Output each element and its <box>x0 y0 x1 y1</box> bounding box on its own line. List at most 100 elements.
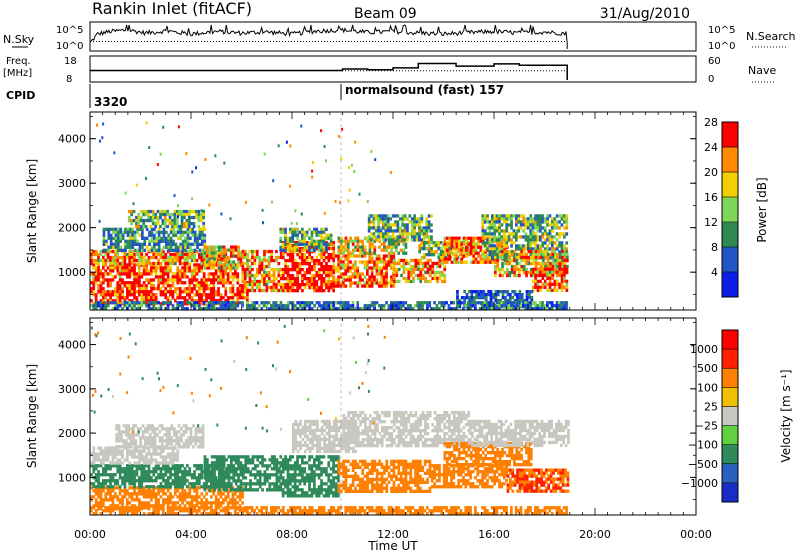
power-cell <box>171 225 174 228</box>
nave-label: Nave <box>748 64 776 77</box>
velocity-cell <box>119 489 122 492</box>
power-cell <box>176 259 179 262</box>
power-cell <box>112 293 115 296</box>
power-cell <box>251 304 254 307</box>
power-cell <box>498 217 501 220</box>
power-cell <box>377 223 380 226</box>
power-cell <box>328 268 331 271</box>
power-cell <box>378 304 381 307</box>
power-cell <box>184 281 187 284</box>
power-cell <box>332 263 335 266</box>
power-cell <box>160 278 163 281</box>
power-cell <box>549 286 552 289</box>
power-cell <box>175 246 178 249</box>
power-cell <box>563 271 566 274</box>
power-cell <box>390 278 393 281</box>
power-cell <box>308 253 311 256</box>
power-cell <box>114 256 117 259</box>
power-cell <box>517 247 520 250</box>
power-cell <box>92 259 95 262</box>
power-cell <box>212 296 215 299</box>
power-cell <box>491 238 494 241</box>
power-cell <box>549 280 552 283</box>
power-cell <box>174 299 177 302</box>
velocity-cell <box>107 473 110 476</box>
power-cell <box>230 246 233 249</box>
power-cell <box>95 304 98 307</box>
power-speck <box>178 125 180 128</box>
power-cell <box>284 289 287 292</box>
power-cell <box>527 241 530 244</box>
power-cell <box>320 304 323 307</box>
power-cell <box>119 266 122 269</box>
power-cell <box>167 272 170 275</box>
power-cell <box>282 231 285 234</box>
power-cell <box>176 219 179 222</box>
power-cell <box>421 229 424 232</box>
power-cell <box>254 280 257 283</box>
velocity-cell <box>169 482 172 485</box>
power-colorbar-tick-label: 4 <box>711 266 718 279</box>
power-cell <box>421 214 424 217</box>
velocity-cell <box>179 476 182 479</box>
power-cell <box>289 301 292 304</box>
power-cell <box>140 293 143 296</box>
velocity-cell <box>143 473 146 476</box>
power-cell <box>456 261 459 264</box>
power-cell <box>422 268 425 271</box>
power-cell <box>296 246 299 249</box>
power-cell <box>227 301 230 304</box>
power-cell <box>511 250 514 253</box>
power-cell <box>539 304 542 307</box>
power-cell <box>273 268 276 271</box>
power-cell <box>203 237 206 240</box>
power-cell <box>493 217 496 220</box>
power-cell <box>380 278 383 281</box>
power-cell <box>519 296 522 299</box>
power-cell <box>287 277 290 280</box>
power-cell <box>146 237 149 240</box>
power-cell <box>145 290 148 293</box>
power-cell <box>495 293 498 296</box>
power-cell <box>523 271 526 274</box>
power-cell <box>328 277 331 280</box>
power-cell <box>477 252 480 255</box>
power-cell <box>383 275 386 278</box>
power-cell <box>199 231 202 234</box>
velocity-cell <box>95 504 98 507</box>
power-cell <box>342 281 345 284</box>
power-cell <box>376 260 379 263</box>
power-cell <box>313 249 316 252</box>
power-cell <box>179 290 182 293</box>
velocity-cell <box>220 464 223 467</box>
power-cell <box>301 228 304 231</box>
power-cell <box>186 256 189 259</box>
velocity-cell <box>174 476 177 479</box>
power-cell <box>328 256 331 259</box>
power-cell <box>510 244 513 247</box>
power-cell <box>254 250 257 253</box>
power-cell <box>380 220 383 223</box>
power-cell <box>244 277 247 280</box>
power-cell <box>554 256 557 259</box>
power-cell <box>184 259 187 262</box>
power-cell <box>169 293 172 296</box>
power-cell <box>278 271 281 274</box>
power-y-tick-label: 2000 <box>58 222 86 235</box>
power-cell <box>254 259 257 262</box>
power-cell <box>306 304 309 307</box>
power-cell <box>268 277 271 280</box>
power-cell <box>95 278 98 281</box>
power-cell <box>423 229 426 232</box>
velocity-cell <box>162 467 165 470</box>
velocity-cell <box>220 492 223 495</box>
power-cell <box>179 272 182 275</box>
power-cell <box>492 261 495 264</box>
power-cell <box>483 290 486 293</box>
velocity-cell <box>176 501 179 504</box>
power-cell <box>117 240 120 243</box>
power-cell <box>561 253 564 256</box>
power-cell <box>503 301 506 304</box>
power-cell <box>493 235 496 238</box>
velocity-cell <box>136 479 139 482</box>
